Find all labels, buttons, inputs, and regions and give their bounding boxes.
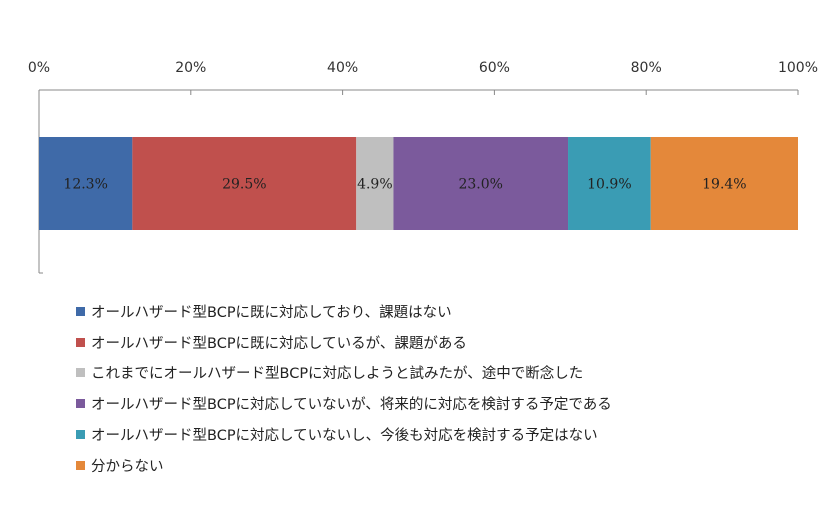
bar-segment xyxy=(568,137,651,230)
legend-item: オールハザード型BCPに既に対応しているが、課題がある xyxy=(76,327,612,358)
bar-segment xyxy=(356,137,394,230)
legend-swatch xyxy=(76,337,85,347)
bar-segment xyxy=(650,137,798,230)
data-label: 23.0% xyxy=(458,177,502,193)
legend-item: 分からない xyxy=(76,450,612,481)
legend-swatch xyxy=(76,430,85,440)
x-tick-label: 40% xyxy=(327,60,358,76)
x-tick-label: 0% xyxy=(28,60,50,76)
legend-swatch xyxy=(76,399,85,409)
data-label: 4.9% xyxy=(357,177,393,193)
bar-segment xyxy=(132,137,357,230)
legend-label: オールハザード型BCPに対応していないし、今後も対応を検討する予定はない xyxy=(91,428,598,445)
legend-swatch xyxy=(76,306,85,316)
data-label: 29.5% xyxy=(222,177,266,193)
x-tick-label: 100% xyxy=(778,60,818,76)
legend-label: これまでにオールハザード型BCPに対応しようと試みたが、途中で断念した xyxy=(91,366,584,383)
x-tick-label: 80% xyxy=(631,60,662,76)
data-label: 10.9% xyxy=(587,177,631,193)
legend-swatch xyxy=(76,368,85,378)
legend-label: 分からない xyxy=(91,458,164,475)
bar-segment xyxy=(39,137,133,230)
legend-label: オールハザード型BCPに既に対応しており、課題はない xyxy=(91,304,452,321)
legend-item: オールハザード型BCPに対応していないが、将来的に対応を検討する予定である xyxy=(76,388,612,419)
data-label: 19.4% xyxy=(702,177,746,193)
x-tick-label: 60% xyxy=(479,60,510,76)
legend-item: オールハザード型BCPに対応していないし、今後も対応を検討する予定はない xyxy=(76,419,612,450)
bar-segment xyxy=(393,137,569,230)
legend: オールハザード型BCPに既に対応しており、課題はない オールハザード型BCPに既に… xyxy=(76,296,612,481)
legend-swatch xyxy=(76,460,85,470)
legend-item: オールハザード型BCPに既に対応しており、課題はない xyxy=(76,296,612,327)
x-tick-label: 20% xyxy=(175,60,206,76)
legend-item: これまでにオールハザード型BCPに対応しようと試みたが、途中で断念した xyxy=(76,358,612,389)
legend-label: オールハザード型BCPに対応していないが、将来的に対応を検討する予定である xyxy=(91,397,612,414)
data-label: 12.3% xyxy=(63,177,107,193)
legend-label: オールハザード型BCPに既に対応しているが、課題がある xyxy=(91,335,467,352)
